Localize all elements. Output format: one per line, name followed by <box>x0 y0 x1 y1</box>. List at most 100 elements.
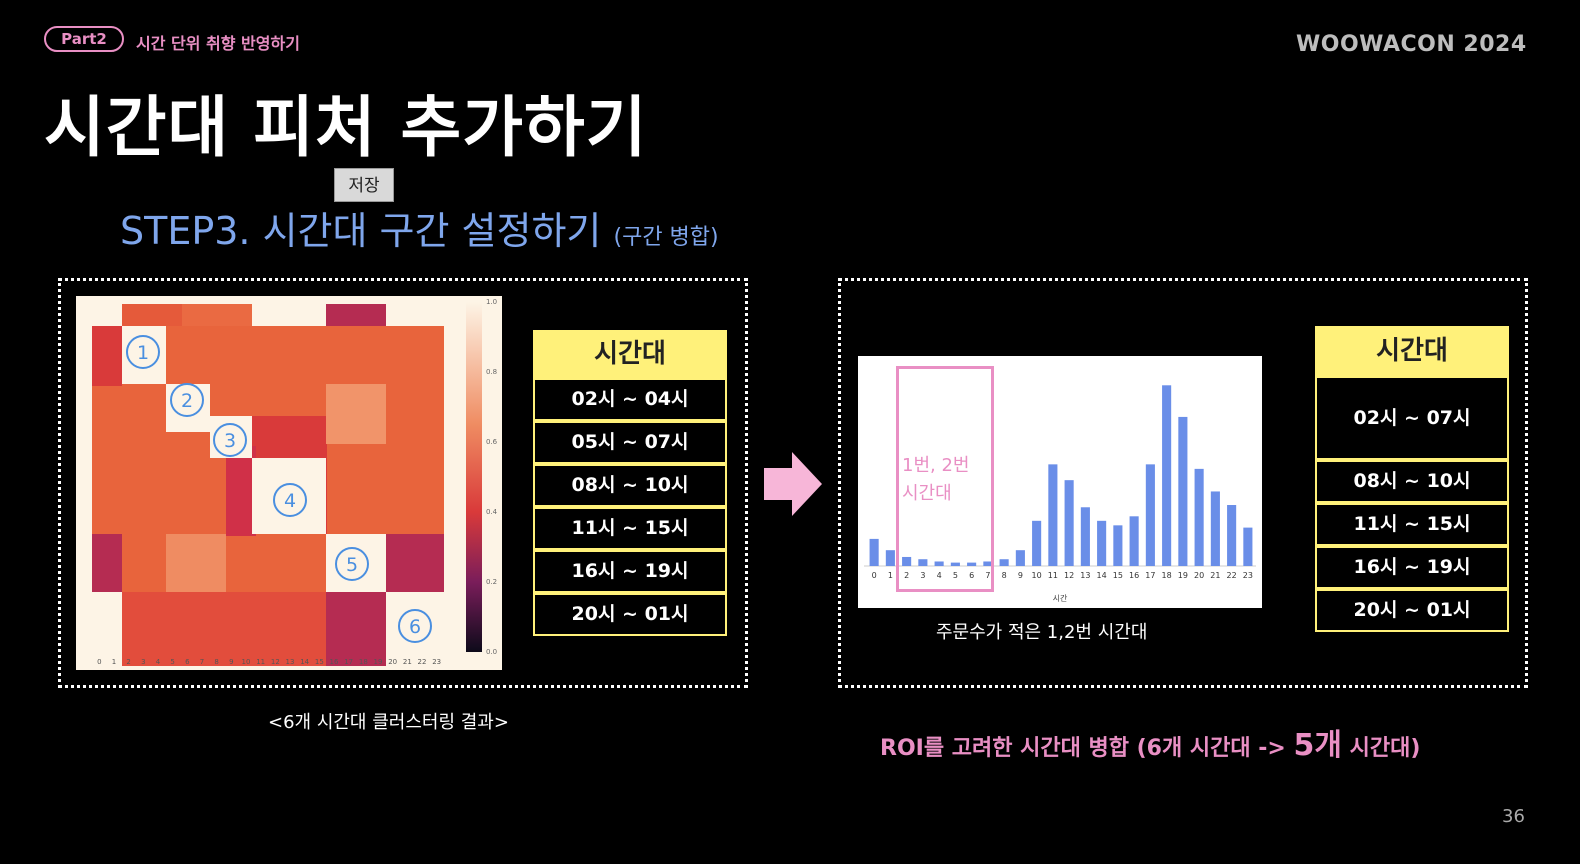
bar <box>918 559 928 566</box>
heatmap-x-tick: 18 <box>359 658 368 666</box>
right-table-row: 08시 ~ 10시 <box>1315 460 1509 503</box>
roi-label: 1번, 2번 시간대 <box>902 452 969 508</box>
bar-x-tick: 4 <box>937 571 942 580</box>
bar <box>1243 527 1253 566</box>
merge-caption: ROI를 고려한 시간대 병합 (6개 시간대 -> 5개 시간대) <box>880 720 1420 764</box>
heatmap-x-tick: 12 <box>271 658 280 666</box>
clustering-caption: <6개 시간대 클러스터링 결과> <box>268 712 509 733</box>
bar <box>1015 550 1025 566</box>
right-table-row: 11시 ~ 15시 <box>1315 503 1509 546</box>
bar-x-tick: 2 <box>904 571 909 580</box>
heatmap-x-tick: 19 <box>374 658 383 666</box>
colorbar-tick: 0.8 <box>486 368 497 376</box>
heatmap-x-tick: 13 <box>286 658 295 666</box>
heatmap-x-tick: 7 <box>200 658 204 666</box>
roi-label-line2: 시간대 <box>902 483 952 504</box>
heatmap-x-tick: 15 <box>315 658 324 666</box>
left-table-header: 시간대 <box>533 330 727 378</box>
colorbar-tick: 0.4 <box>486 508 498 516</box>
bar <box>902 556 912 566</box>
cluster-markers <box>126 335 432 643</box>
part-title: 시간 단위 취향 반영하기 <box>136 34 300 53</box>
bar <box>1145 464 1155 566</box>
heatmap-x-tick: 16 <box>330 658 339 666</box>
bar <box>1097 520 1107 566</box>
bar <box>1113 525 1123 566</box>
heatmap-x-tick: 11 <box>256 658 265 666</box>
bar-x-ticks: 0 1 2 3 4 5 6 7 8 9 10 11 12 13 14 15 16 17 18 19 20 21 22 23 <box>872 571 1253 580</box>
heatmap-x-tick: 21 <box>403 658 412 666</box>
bar-x-tick: 22 <box>1227 571 1237 580</box>
right-table-header: 시간대 <box>1315 326 1509 376</box>
bar-chart-caption: 주문수가 적은 1,2번 시간대 <box>936 622 1148 643</box>
bar <box>1178 416 1188 566</box>
heatmap-x-tick: 9 <box>229 658 233 666</box>
heatmap-x-tick: 0 <box>97 658 101 666</box>
heatmap-x-ticks: 0 1 2 3 4 5 6 7 8 9 10 11 12 13 14 15 16 17 18 19 20 21 22 23 <box>97 658 441 666</box>
right-arrow-icon <box>764 452 822 516</box>
bar-x-tick: 17 <box>1145 571 1155 580</box>
merge-caption-prefix: ROI를 고려한 시간대 병합 (6개 시간대 -> <box>880 736 1294 761</box>
heatmap-x-tick: 23 <box>432 658 441 666</box>
bar-x-tick: 11 <box>1048 571 1058 580</box>
heatmap-svg: 1 2 3 4 5 6 1.0 0.8 0.6 0.4 0.2 0.0 <box>92 298 498 666</box>
roi-label-line1: 1번, 2번 <box>902 455 970 476</box>
save-tooltip: 저장 <box>334 168 394 202</box>
bar-x-tick: 18 <box>1162 571 1172 580</box>
left-panel <box>58 278 748 688</box>
cluster-label: 4 <box>284 490 296 512</box>
bar-x-tick: 21 <box>1210 571 1220 580</box>
heatmap-x-tick: 4 <box>156 658 161 666</box>
step-label: STEP3. 시간대 구간 설정하기 <box>120 209 602 253</box>
bar-x-tick: 14 <box>1097 571 1107 580</box>
bar <box>1129 516 1139 566</box>
left-table-row: 20시 ~ 01시 <box>533 593 727 636</box>
colorbar <box>466 302 482 652</box>
heatmap-x-tick: 17 <box>344 658 353 666</box>
left-table-row: 08시 ~ 10시 <box>533 464 727 507</box>
step-heading: STEP3. 시간대 구간 설정하기 (구간 병합) <box>120 200 719 255</box>
colorbar-tick: 1.0 <box>486 298 497 306</box>
bar <box>869 538 879 566</box>
bar-x-tick: 15 <box>1113 571 1123 580</box>
bar-x-tick: 7 <box>985 571 990 580</box>
heatmap-cells <box>92 304 444 666</box>
bar <box>1064 480 1074 566</box>
bar <box>983 561 993 566</box>
colorbar-tick: 0.2 <box>486 578 497 586</box>
roi-highlight-box <box>896 366 994 592</box>
bar <box>999 559 1009 566</box>
cluster-label: 5 <box>346 554 358 576</box>
heatmap-x-tick: 6 <box>185 658 190 666</box>
merge-caption-suffix: 시간대) <box>1341 736 1421 761</box>
colorbar-tick: 0.0 <box>486 648 497 656</box>
colorbar-tick: 0.6 <box>486 438 498 446</box>
right-table-row: 02시 ~ 07시 <box>1315 376 1509 460</box>
bar-x-tick: 19 <box>1178 571 1188 580</box>
bar-series <box>869 385 1253 566</box>
slide-title: 시간대 피처 추가하기 <box>44 89 648 166</box>
brand-logo: WOOWACON 2024 <box>1296 32 1527 57</box>
right-table-row: 16시 ~ 19시 <box>1315 546 1509 589</box>
heatmap-x-tick: 5 <box>170 658 174 666</box>
left-table-row: 05시 ~ 07시 <box>533 421 727 464</box>
bar-x-tick: 3 <box>920 571 925 580</box>
heatmap-x-tick: 22 <box>418 658 427 666</box>
right-panel <box>838 278 1528 688</box>
right-table-row: 20시 ~ 01시 <box>1315 589 1509 632</box>
left-table-row: 02시 ~ 04시 <box>533 378 727 421</box>
heatmap-x-tick: 1 <box>112 658 116 666</box>
part-badge: Part2 <box>44 26 124 52</box>
bar <box>1227 505 1237 566</box>
bar <box>1080 507 1090 566</box>
heatmap: 1 2 3 4 5 6 1.0 0.8 0.6 0.4 0.2 0.0 <box>76 296 502 670</box>
left-table-row: 16시 ~ 19시 <box>533 550 727 593</box>
bar-x-tick: 23 <box>1243 571 1253 580</box>
bar <box>1210 491 1220 566</box>
bar <box>885 550 895 566</box>
bar <box>950 562 960 566</box>
bar-x-tick: 0 <box>872 571 877 580</box>
bar-x-tick: 5 <box>953 571 958 580</box>
heatmap-x-tick: 3 <box>141 658 145 666</box>
bar-x-tick: 6 <box>969 571 974 580</box>
